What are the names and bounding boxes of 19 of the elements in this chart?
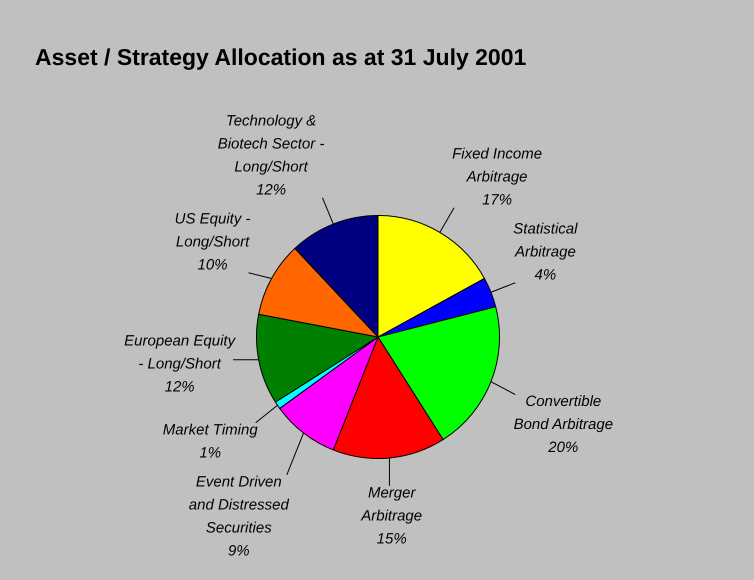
slice-label: Convertible Bond Arbitrage: [514, 393, 614, 434]
data-label: 1%: [199, 444, 222, 462]
data-label: 4%: [534, 266, 556, 284]
data-label: 12%: [164, 378, 195, 396]
slice-label: Market Timing: [162, 421, 258, 438]
chart-title: Asset / Strategy Allocation as at 31 July 2001: [35, 44, 526, 71]
slice-label: Technology & Biotech Sector - Long/Short: [218, 112, 324, 176]
slice-label: US Equity - Long/Short: [174, 210, 250, 250]
slice-label: Statistical Arbitrage: [513, 220, 578, 260]
data-label: 15%: [376, 530, 407, 548]
slice-label: Fixed Income Arbitrage: [452, 145, 542, 186]
data-label: 10%: [198, 256, 228, 274]
slice-label: Event Driven and Distressed Securities: [188, 473, 290, 536]
data-label: 9%: [228, 542, 250, 560]
data-label: 17%: [482, 191, 512, 208]
slice-label: European Equity - Long/Short: [124, 332, 237, 372]
data-label: 20%: [547, 439, 578, 456]
data-label: 12%: [256, 181, 286, 198]
slice-label: Merger Arbitrage: [360, 484, 422, 525]
